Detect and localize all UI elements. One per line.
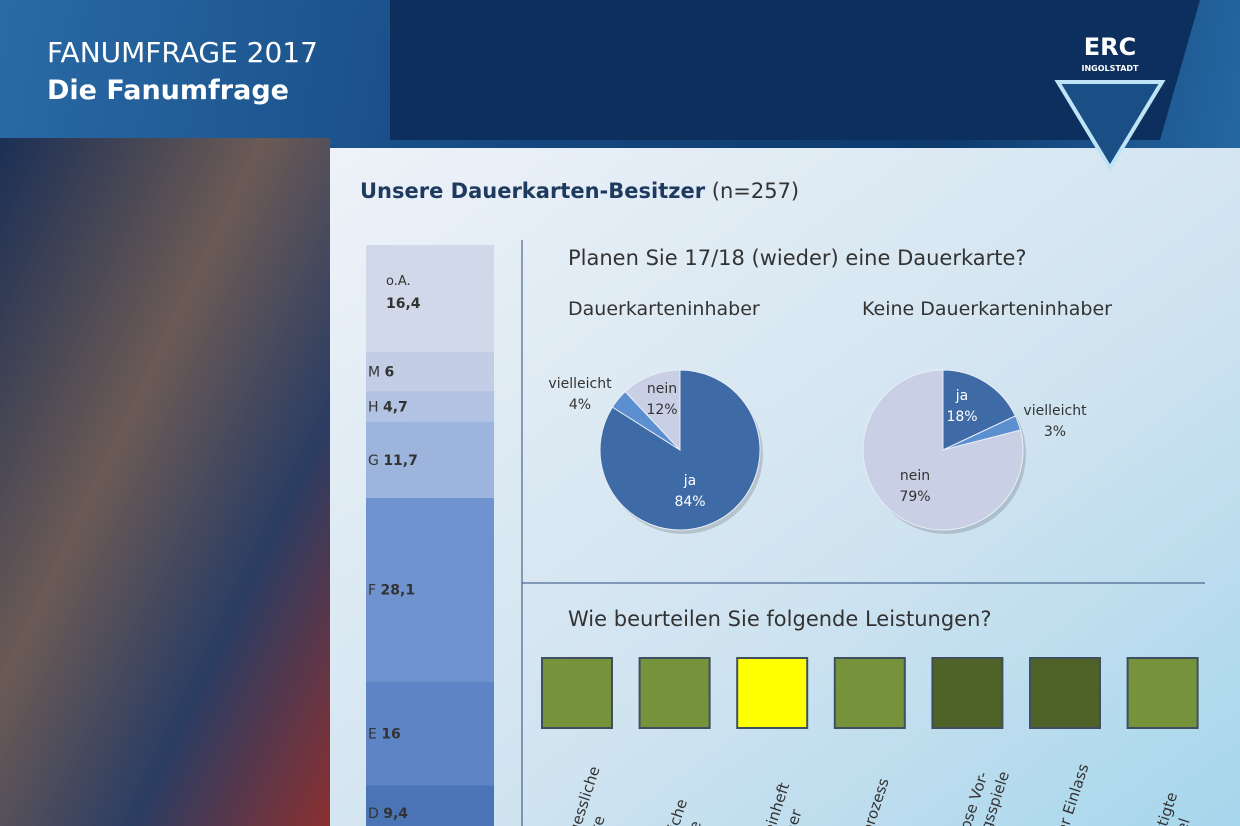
header-band (390, 0, 1200, 140)
segment-value: 4,7 (383, 399, 408, 415)
logo-name: ERC (1084, 33, 1137, 61)
segment-value: 9,4 (383, 806, 408, 822)
question: Planen Sie 17/18 (wieder) eine Dauerkart… (568, 246, 1027, 270)
bar-segment (366, 245, 494, 352)
pie-slice (942, 369, 1017, 451)
segment-name: D (368, 806, 379, 822)
rating-square (1126, 657, 1199, 729)
slice-value: 18% (946, 409, 977, 425)
segment-name: M (368, 364, 380, 380)
slice-name: vielleicht (548, 376, 612, 392)
pie-slice (624, 369, 681, 452)
slice-value: 4% (569, 397, 591, 413)
segment-label: M 6 (368, 364, 394, 380)
slice-value: 3% (1044, 424, 1066, 440)
bar-segment (366, 351, 494, 392)
segment-name: H (368, 399, 379, 415)
logo-sub: INGOLSTADT (1081, 64, 1139, 73)
rating-square (736, 657, 809, 729)
segment-value: 16,4 (386, 296, 421, 312)
pie-title: Dauerkarteninhaber (568, 298, 760, 320)
slice-value: 79% (899, 489, 930, 505)
slice-name: vielleicht (1023, 403, 1087, 419)
segment-name: o.A. (386, 274, 411, 289)
question: Wie beurteilen Sie folgende Leistungen? (568, 607, 992, 631)
slice-name: nein (647, 381, 677, 397)
rating-square (833, 657, 906, 729)
pie-title: Keine Dauerkarteninhaber (862, 298, 1112, 320)
bar-segment (366, 421, 494, 498)
header-subtitle: Die Fanumfrage (47, 75, 289, 106)
rating-square (931, 657, 1004, 729)
segment-value: 16 (381, 726, 400, 742)
segment-name: G (368, 453, 379, 469)
slice-name: nein (900, 468, 930, 484)
crowd-photo (0, 138, 330, 826)
bar-segment (366, 681, 494, 786)
bar-segment (366, 391, 494, 422)
slice-value: 84% (674, 494, 705, 510)
section-title: Unsere Dauerkarten-Besitzer (360, 179, 706, 203)
rating-square (1029, 657, 1101, 729)
bar-segment (366, 785, 494, 826)
pie-slice (862, 369, 1024, 531)
slice-name: ja (955, 388, 968, 404)
segment-label: D 9,4 (368, 806, 408, 822)
segment-value: 6 (385, 364, 395, 380)
section-note: (n=257) (712, 179, 799, 203)
segment-name: F (368, 583, 376, 599)
segment-label: G 11,7 (368, 453, 418, 469)
slice-name: ja (683, 473, 696, 489)
section-heading: Unsere Dauerkarten-Besitzer (n=257) (360, 179, 799, 203)
segment-name: E (368, 726, 377, 742)
segment-label: F 28,1 (368, 583, 415, 599)
segment-label: H 4,7 (368, 399, 408, 415)
segment-value: 11,7 (383, 453, 418, 469)
segment-value: 28,1 (381, 583, 416, 599)
header-title: FANUMFRAGE 2017 (47, 36, 318, 69)
rating-square (541, 657, 613, 729)
logo-shield (1054, 80, 1166, 172)
segment-label: E 16 (368, 726, 401, 742)
rating-square (638, 657, 711, 729)
slice-value: 12% (646, 402, 677, 418)
bar-segment (366, 497, 494, 682)
